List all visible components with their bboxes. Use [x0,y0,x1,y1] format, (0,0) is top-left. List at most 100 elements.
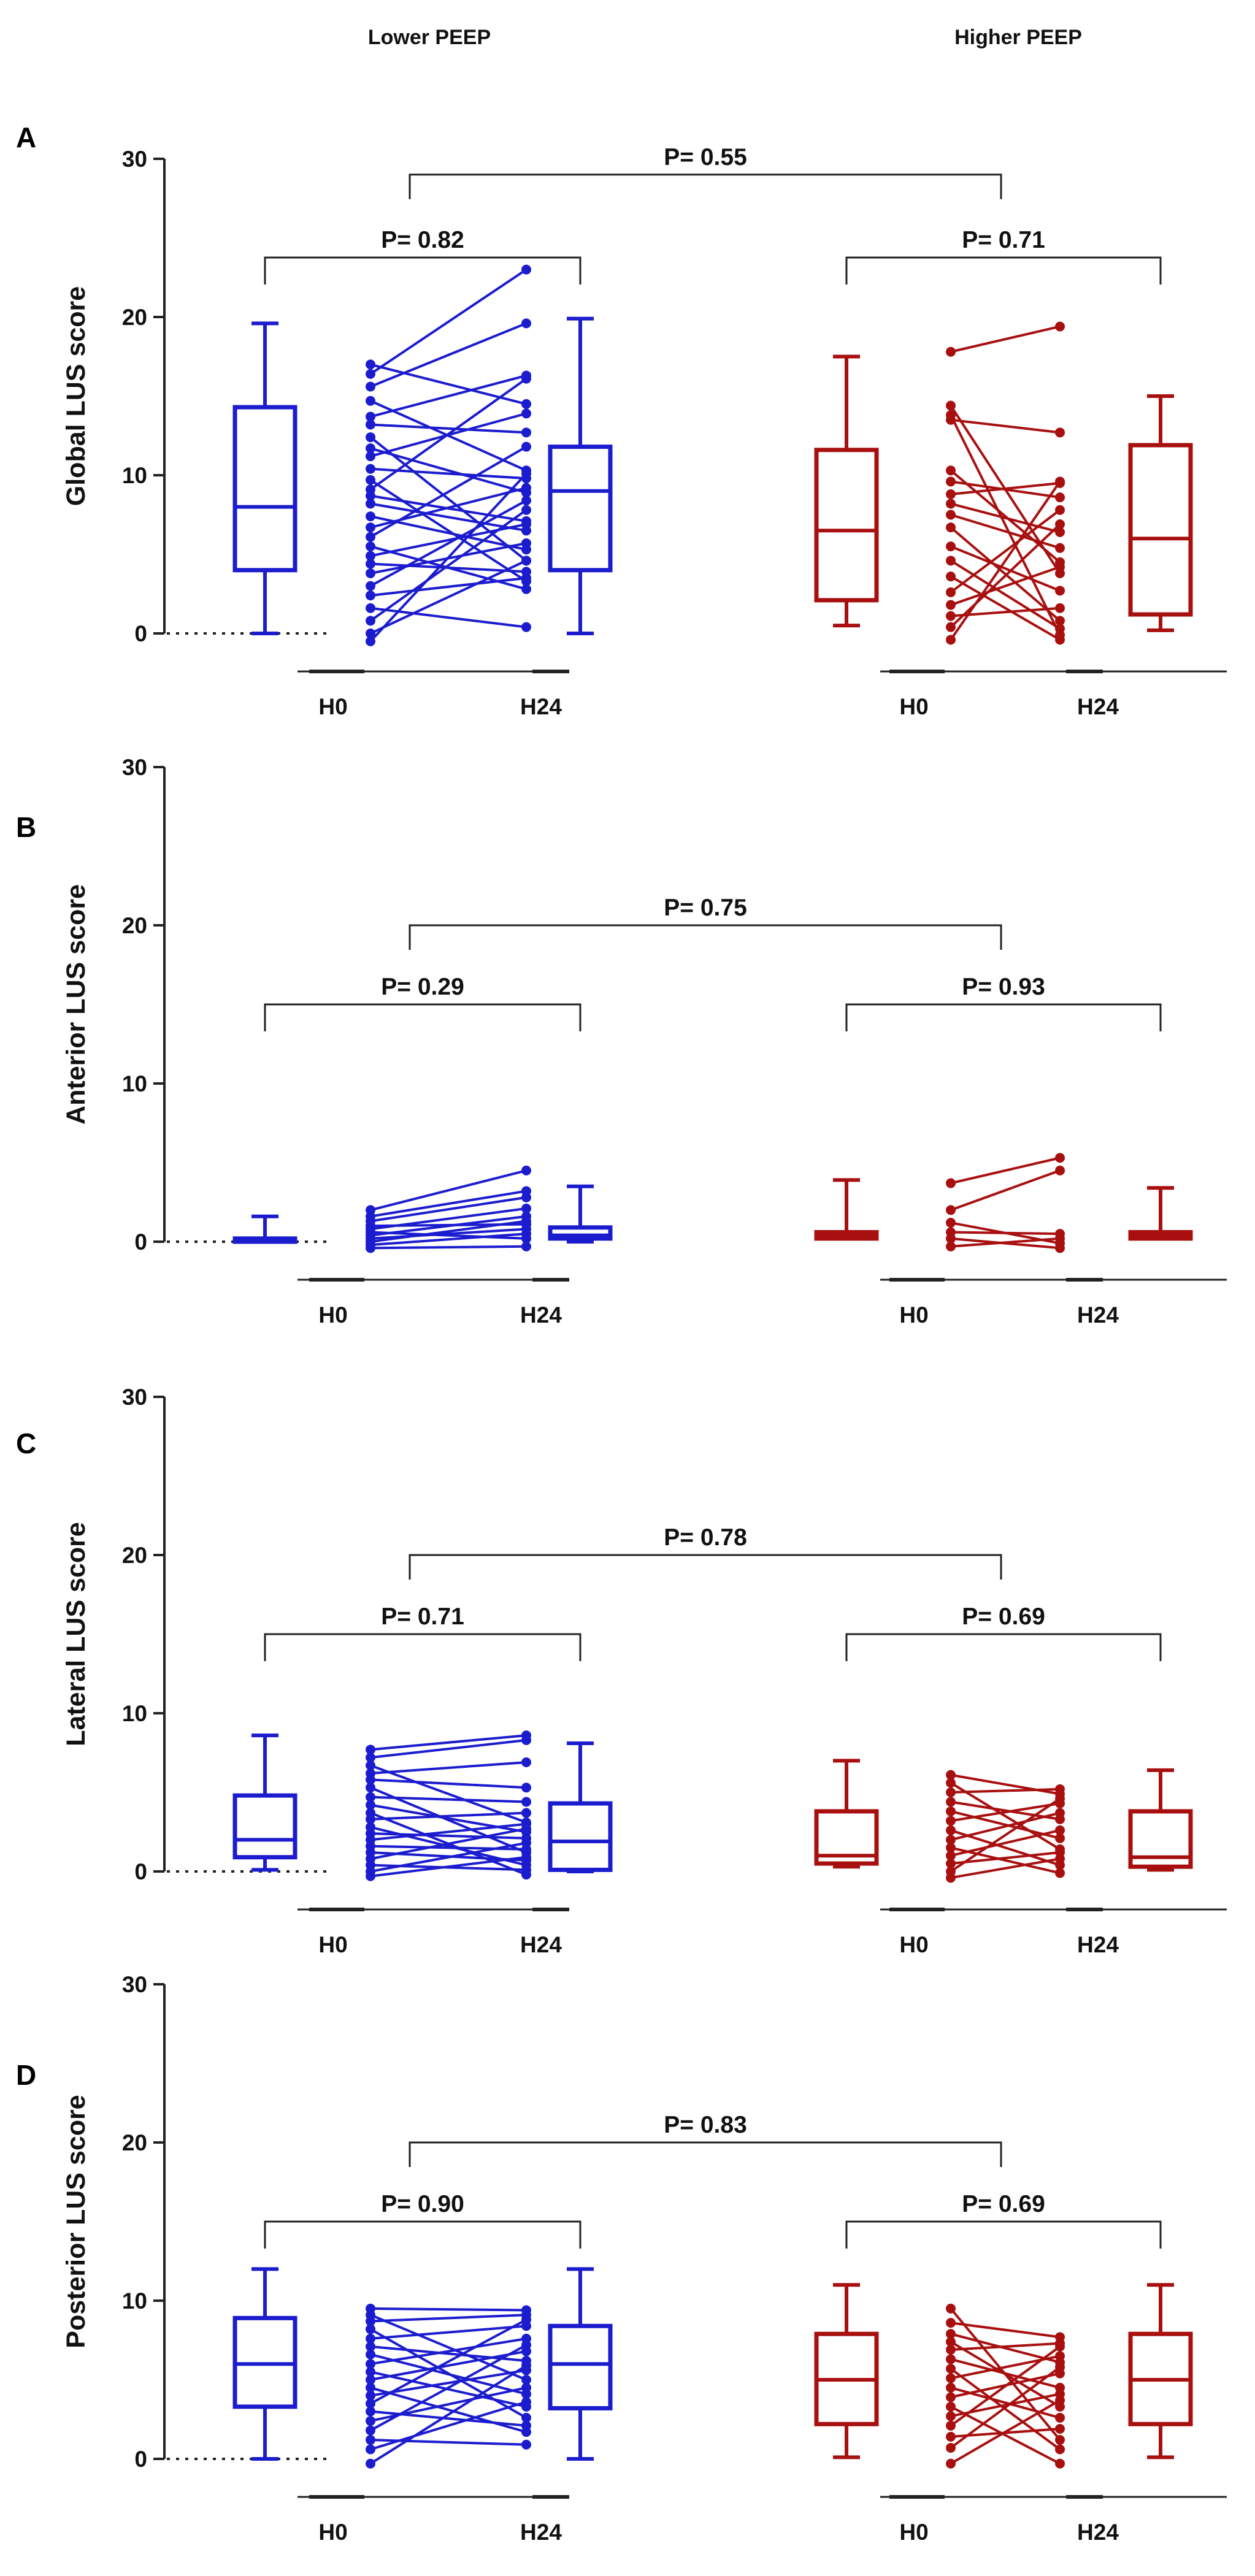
point-h0 [946,400,956,411]
pair-line [950,2366,1061,2449]
point-h0 [946,465,956,476]
panel-label: A [16,121,36,153]
point-h24 [521,1852,531,1862]
pair-line [370,606,527,629]
point-h24 [521,2375,531,2385]
bracket-higher: P= 0.93 [845,974,1162,1031]
y-axis: 0 10 20 30 [122,147,331,646]
paired-observations [946,1153,1065,1253]
point-h0 [946,1778,956,1788]
point-h24 [521,2382,531,2393]
point-h24 [521,1165,531,1175]
bracket-between-groups: P= 0.83 [409,2112,1002,2167]
y-tick-label: 0 [134,1859,147,1884]
x-tick-label-h24: H24 [520,1932,562,1957]
group-higher: H0 H24 P= 0.93 [814,974,1227,1328]
point-h24 [1055,1833,1065,1843]
point-h0 [946,2420,956,2431]
point-h24 [521,399,531,409]
point-h0 [946,2382,956,2393]
group-higher: H0 H24 P= 0.71 [814,227,1227,719]
point-h0 [946,611,956,621]
point-h0 [366,541,375,552]
pair-line [950,1829,1061,1857]
point-h24 [521,2360,531,2371]
header-lower-peep: Lower PEEP [368,26,491,49]
y-tick-label: 0 [134,1229,147,1255]
pair-line [370,2337,527,2366]
point-h0 [366,1752,375,1763]
point-h0 [366,2324,375,2334]
point-h24 [521,1808,531,1818]
point-h0 [946,2363,956,2374]
point-h24 [521,2412,531,2423]
point-h24 [1055,1825,1065,1835]
box-iqr [548,1801,613,1872]
bracket-line [264,1633,581,1661]
point-h0 [946,2458,956,2469]
pair-line [370,1233,527,1247]
point-h24 [521,264,531,275]
bracket-higher: P= 0.71 [845,227,1162,285]
group-lower: H0 H24 P= 0.71 [232,1603,613,1957]
bracket-line [845,256,1162,285]
bracket-line [409,1554,1002,1580]
pair-line [369,479,528,583]
pair-line [370,1245,527,1250]
point-h24 [1055,635,1065,645]
point-h0 [946,476,956,487]
x-tick-label-h24: H24 [520,2520,562,2545]
point-h0 [366,532,375,542]
point-h0 [946,1843,956,1853]
bracket-higher: P= 0.69 [845,2191,1162,2249]
point-h0 [366,443,375,454]
point-h0 [366,419,375,430]
point-h0 [366,629,375,638]
panel-label: B [16,811,36,843]
pair-line [950,2345,1061,2427]
box-iqr [814,448,879,603]
point-h0 [366,1243,375,1253]
point-h0 [946,2392,956,2402]
point-h0 [946,622,956,632]
boxplot-h24 [548,2267,613,2461]
pair-line [950,1802,1061,1822]
point-h0 [366,475,375,485]
pair-line [370,322,527,388]
boxplot-h24 [548,316,613,635]
point-h0 [946,2337,956,2347]
point-h0 [946,541,956,552]
point-h0 [946,556,956,566]
point-h0 [366,616,375,626]
paired-observations [946,1770,1065,1883]
bracket-line [264,2220,581,2249]
point-h0 [366,2367,375,2377]
point-h0 [946,1816,956,1826]
point-h0 [946,2318,956,2328]
pair-line [370,2307,527,2312]
point-h24 [1055,2458,1065,2469]
point-h0 [366,432,375,443]
point-h24 [1055,321,1065,332]
point-h24 [1055,2423,1065,2434]
box-iqr [1128,443,1193,617]
pair-line [370,1215,527,1237]
bracket-higher: P= 0.69 [845,1603,1162,1661]
boxplot-h24 [548,1741,613,1873]
point-h24 [1055,1868,1065,1878]
bracket-line [409,924,1002,950]
point-h0 [366,2349,375,2360]
boxplot-h24 [548,1184,613,1244]
bracket-line [264,256,581,285]
point-h24 [521,519,531,529]
point-h0 [946,522,956,533]
pair-line [370,1220,527,1243]
point-h0 [366,2333,375,2344]
bracket-line [264,1003,581,1031]
point-h0 [366,1745,375,1755]
bracket-line [845,1003,1162,1031]
y-axis-label: Global LUS score [61,286,91,506]
y-tick-label: 30 [122,755,147,780]
point-h0 [946,1851,956,1861]
